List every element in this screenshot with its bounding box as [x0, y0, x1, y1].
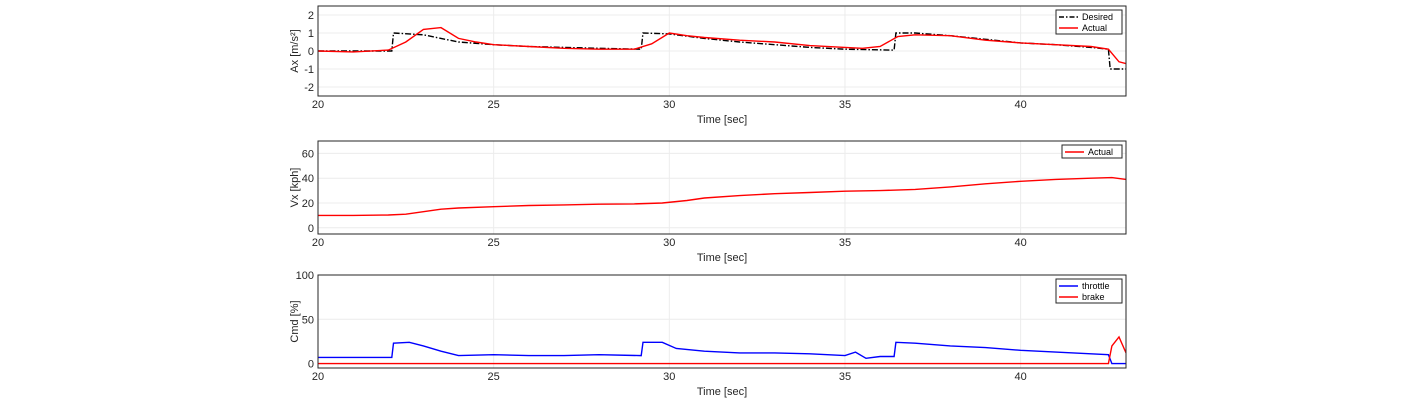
legend-entry: Actual [1088, 147, 1113, 157]
x-tick-label: 20 [312, 371, 324, 383]
y-tick-label: 40 [302, 173, 314, 185]
y-axis-label: Ax [m/s²] [289, 29, 301, 72]
x-axis-label: Time [sec] [697, 114, 747, 126]
y-tick-label: 0 [308, 223, 314, 235]
x-tick-label: 30 [663, 99, 675, 111]
subplot-1: 20 25 30 35 40 -2 -1 0 1 2 Time [sec] Ax [m/s²] Desi… [289, 5, 1127, 126]
legend-entry: Actual [1082, 23, 1107, 33]
x-tick-label: 30 [663, 371, 675, 383]
x-tick-label: 35 [839, 371, 851, 383]
x-tick-label: 40 [1014, 237, 1026, 249]
axes-frame [317, 140, 1127, 235]
x-tick-label: 25 [488, 371, 500, 383]
y-tick-label: 20 [302, 198, 314, 210]
y-tick-label: 100 [296, 270, 314, 282]
y-axis-label: Vx [kph] [289, 168, 301, 208]
y-tick-label: 0 [308, 359, 314, 371]
y-tick-label: -1 [304, 64, 314, 76]
y-tick-label: 60 [302, 148, 314, 160]
series-line-brake [318, 335, 1126, 365]
x-axis-label: Time [sec] [697, 386, 747, 398]
y-tick-label: 2 [308, 10, 314, 22]
legend-entry: throttle [1082, 281, 1110, 291]
subplot-2: 20 25 30 35 40 0 20 40 60 Time [sec] Vx [kph] Actua… [289, 140, 1127, 264]
axes-frame [317, 5, 1127, 97]
x-tick-label: 40 [1014, 371, 1026, 383]
legend-entry: brake [1082, 292, 1105, 302]
x-tick-label: 35 [839, 99, 851, 111]
legend-box [1061, 144, 1123, 159]
y-axis-label: Cmd [%] [289, 300, 301, 342]
axes-frame [317, 274, 1127, 369]
x-tick-label: 25 [488, 237, 500, 249]
x-tick-label: 30 [663, 237, 675, 249]
y-tick-label: 0 [308, 46, 314, 58]
legend: Actual [1061, 144, 1123, 159]
series-line-actual [318, 176, 1126, 217]
x-tick-label: 20 [312, 99, 324, 111]
y-tick-label: 1 [308, 28, 314, 40]
subplot-3: 20 25 30 35 40 0 50 100 Time [sec] Cmd [%] throttl… [289, 270, 1127, 398]
x-tick-label: 35 [839, 237, 851, 249]
series-line-throttle [318, 341, 1126, 365]
x-axis-label: Time [sec] [697, 252, 747, 264]
y-tick-label: -2 [304, 82, 314, 94]
y-tick-label: 50 [302, 314, 314, 326]
legend-box [1055, 9, 1123, 35]
series-line-actual [318, 26, 1126, 65]
x-tick-label: 40 [1014, 99, 1026, 111]
x-tick-label: 25 [488, 99, 500, 111]
x-tick-label: 20 [312, 237, 324, 249]
legend-entry: Desired [1082, 12, 1113, 22]
legend-box [1055, 278, 1123, 304]
series-line-desired [318, 32, 1126, 70]
